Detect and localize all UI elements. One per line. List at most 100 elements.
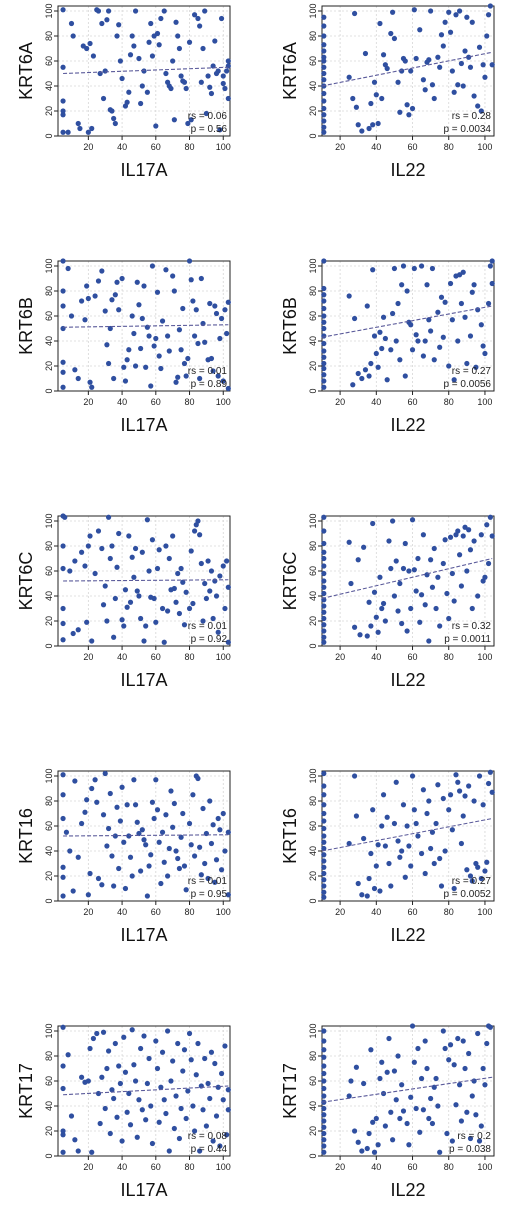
data-point (476, 773, 483, 779)
data-point (158, 15, 164, 22)
data-point (395, 838, 401, 844)
data-point (404, 288, 410, 294)
data-point (185, 120, 191, 127)
data-point (126, 89, 132, 95)
data-point (413, 1105, 419, 1112)
data-point (175, 570, 181, 577)
data-point (321, 1130, 327, 1137)
data-point (485, 300, 492, 307)
data-point (321, 14, 327, 20)
data-point (321, 70, 327, 77)
data-point (422, 338, 428, 344)
data-point (413, 588, 419, 594)
data-point (364, 303, 370, 309)
data-point (390, 1137, 396, 1143)
data-point (458, 60, 465, 67)
data-point (453, 12, 459, 18)
data-point (321, 578, 327, 584)
data-point (388, 30, 394, 37)
data-point (375, 364, 381, 370)
data-point (366, 125, 372, 132)
data-point (215, 68, 221, 74)
data-point (384, 377, 390, 383)
data-point (109, 297, 115, 303)
data-point (321, 33, 327, 39)
data-point (379, 823, 385, 829)
data-point (132, 8, 139, 14)
data-point (208, 90, 215, 97)
data-point (153, 1038, 159, 1044)
x-axis-title: IL22 (390, 415, 425, 435)
data-point (444, 1130, 450, 1137)
data-point (117, 818, 123, 824)
data-point (114, 1114, 120, 1120)
data-point (188, 1057, 194, 1063)
data-point (197, 375, 203, 382)
data-point (200, 45, 206, 52)
data-point (431, 357, 437, 363)
x-tick-label: 100 (216, 652, 231, 662)
x-tick-label: 40 (117, 907, 127, 917)
data-point (373, 863, 379, 869)
data-point (79, 549, 85, 555)
data-point (457, 1082, 463, 1088)
data-point (151, 815, 157, 822)
data-point (321, 105, 327, 112)
data-point (321, 124, 327, 130)
data-point (175, 374, 181, 380)
x-tick-label: 100 (477, 1162, 492, 1172)
data-point (84, 619, 90, 625)
data-point (357, 632, 363, 638)
data-point (321, 384, 327, 390)
data-point (60, 605, 66, 612)
y-tick-label: 0 (308, 1153, 318, 1158)
data-point (449, 68, 455, 74)
y-tick-label: 80 (308, 541, 318, 551)
x-tick-label: 100 (216, 142, 231, 152)
data-point (321, 1093, 327, 1099)
data-point (321, 285, 327, 292)
plot-frame (57, 260, 231, 392)
data-point (202, 8, 208, 14)
data-point (473, 1112, 479, 1118)
plot-frame (57, 770, 231, 902)
data-point (399, 1082, 405, 1088)
scatter-panel: 20 40 60 80 100 0 20 40 60 80 100 IL17A KRT16 rs = 0.… (16, 768, 231, 945)
data-point (321, 313, 327, 319)
data-point (321, 48, 327, 54)
data-point (411, 567, 417, 573)
data-point (171, 117, 177, 123)
data-point (449, 827, 455, 833)
data-point (138, 345, 144, 352)
data-point (161, 639, 167, 645)
x-tick-label: 20 (83, 1162, 93, 1172)
data-point (353, 813, 359, 819)
data-point (129, 554, 135, 560)
data-point (424, 282, 430, 288)
data-point (451, 377, 457, 383)
data-point (321, 42, 327, 48)
data-point (75, 627, 81, 633)
data-point (371, 333, 378, 339)
data-point (362, 367, 369, 373)
data-point (393, 779, 399, 785)
data-point (197, 532, 203, 538)
data-point (368, 623, 374, 629)
y-tick-label: 60 (308, 56, 318, 66)
data-point (433, 605, 439, 612)
data-point (478, 108, 484, 114)
y-tick-label: 0 (44, 643, 54, 648)
data-point (134, 819, 140, 825)
data-point (402, 373, 408, 379)
data-point (380, 792, 387, 798)
data-point (200, 805, 206, 812)
data-point (373, 1115, 379, 1122)
data-point (136, 302, 142, 308)
data-point (114, 33, 120, 39)
data-point (141, 68, 147, 74)
y-tick-label: 100 (44, 3, 54, 18)
data-point (321, 570, 327, 577)
data-point (87, 870, 93, 877)
data-point (400, 263, 407, 269)
data-point (89, 638, 95, 644)
